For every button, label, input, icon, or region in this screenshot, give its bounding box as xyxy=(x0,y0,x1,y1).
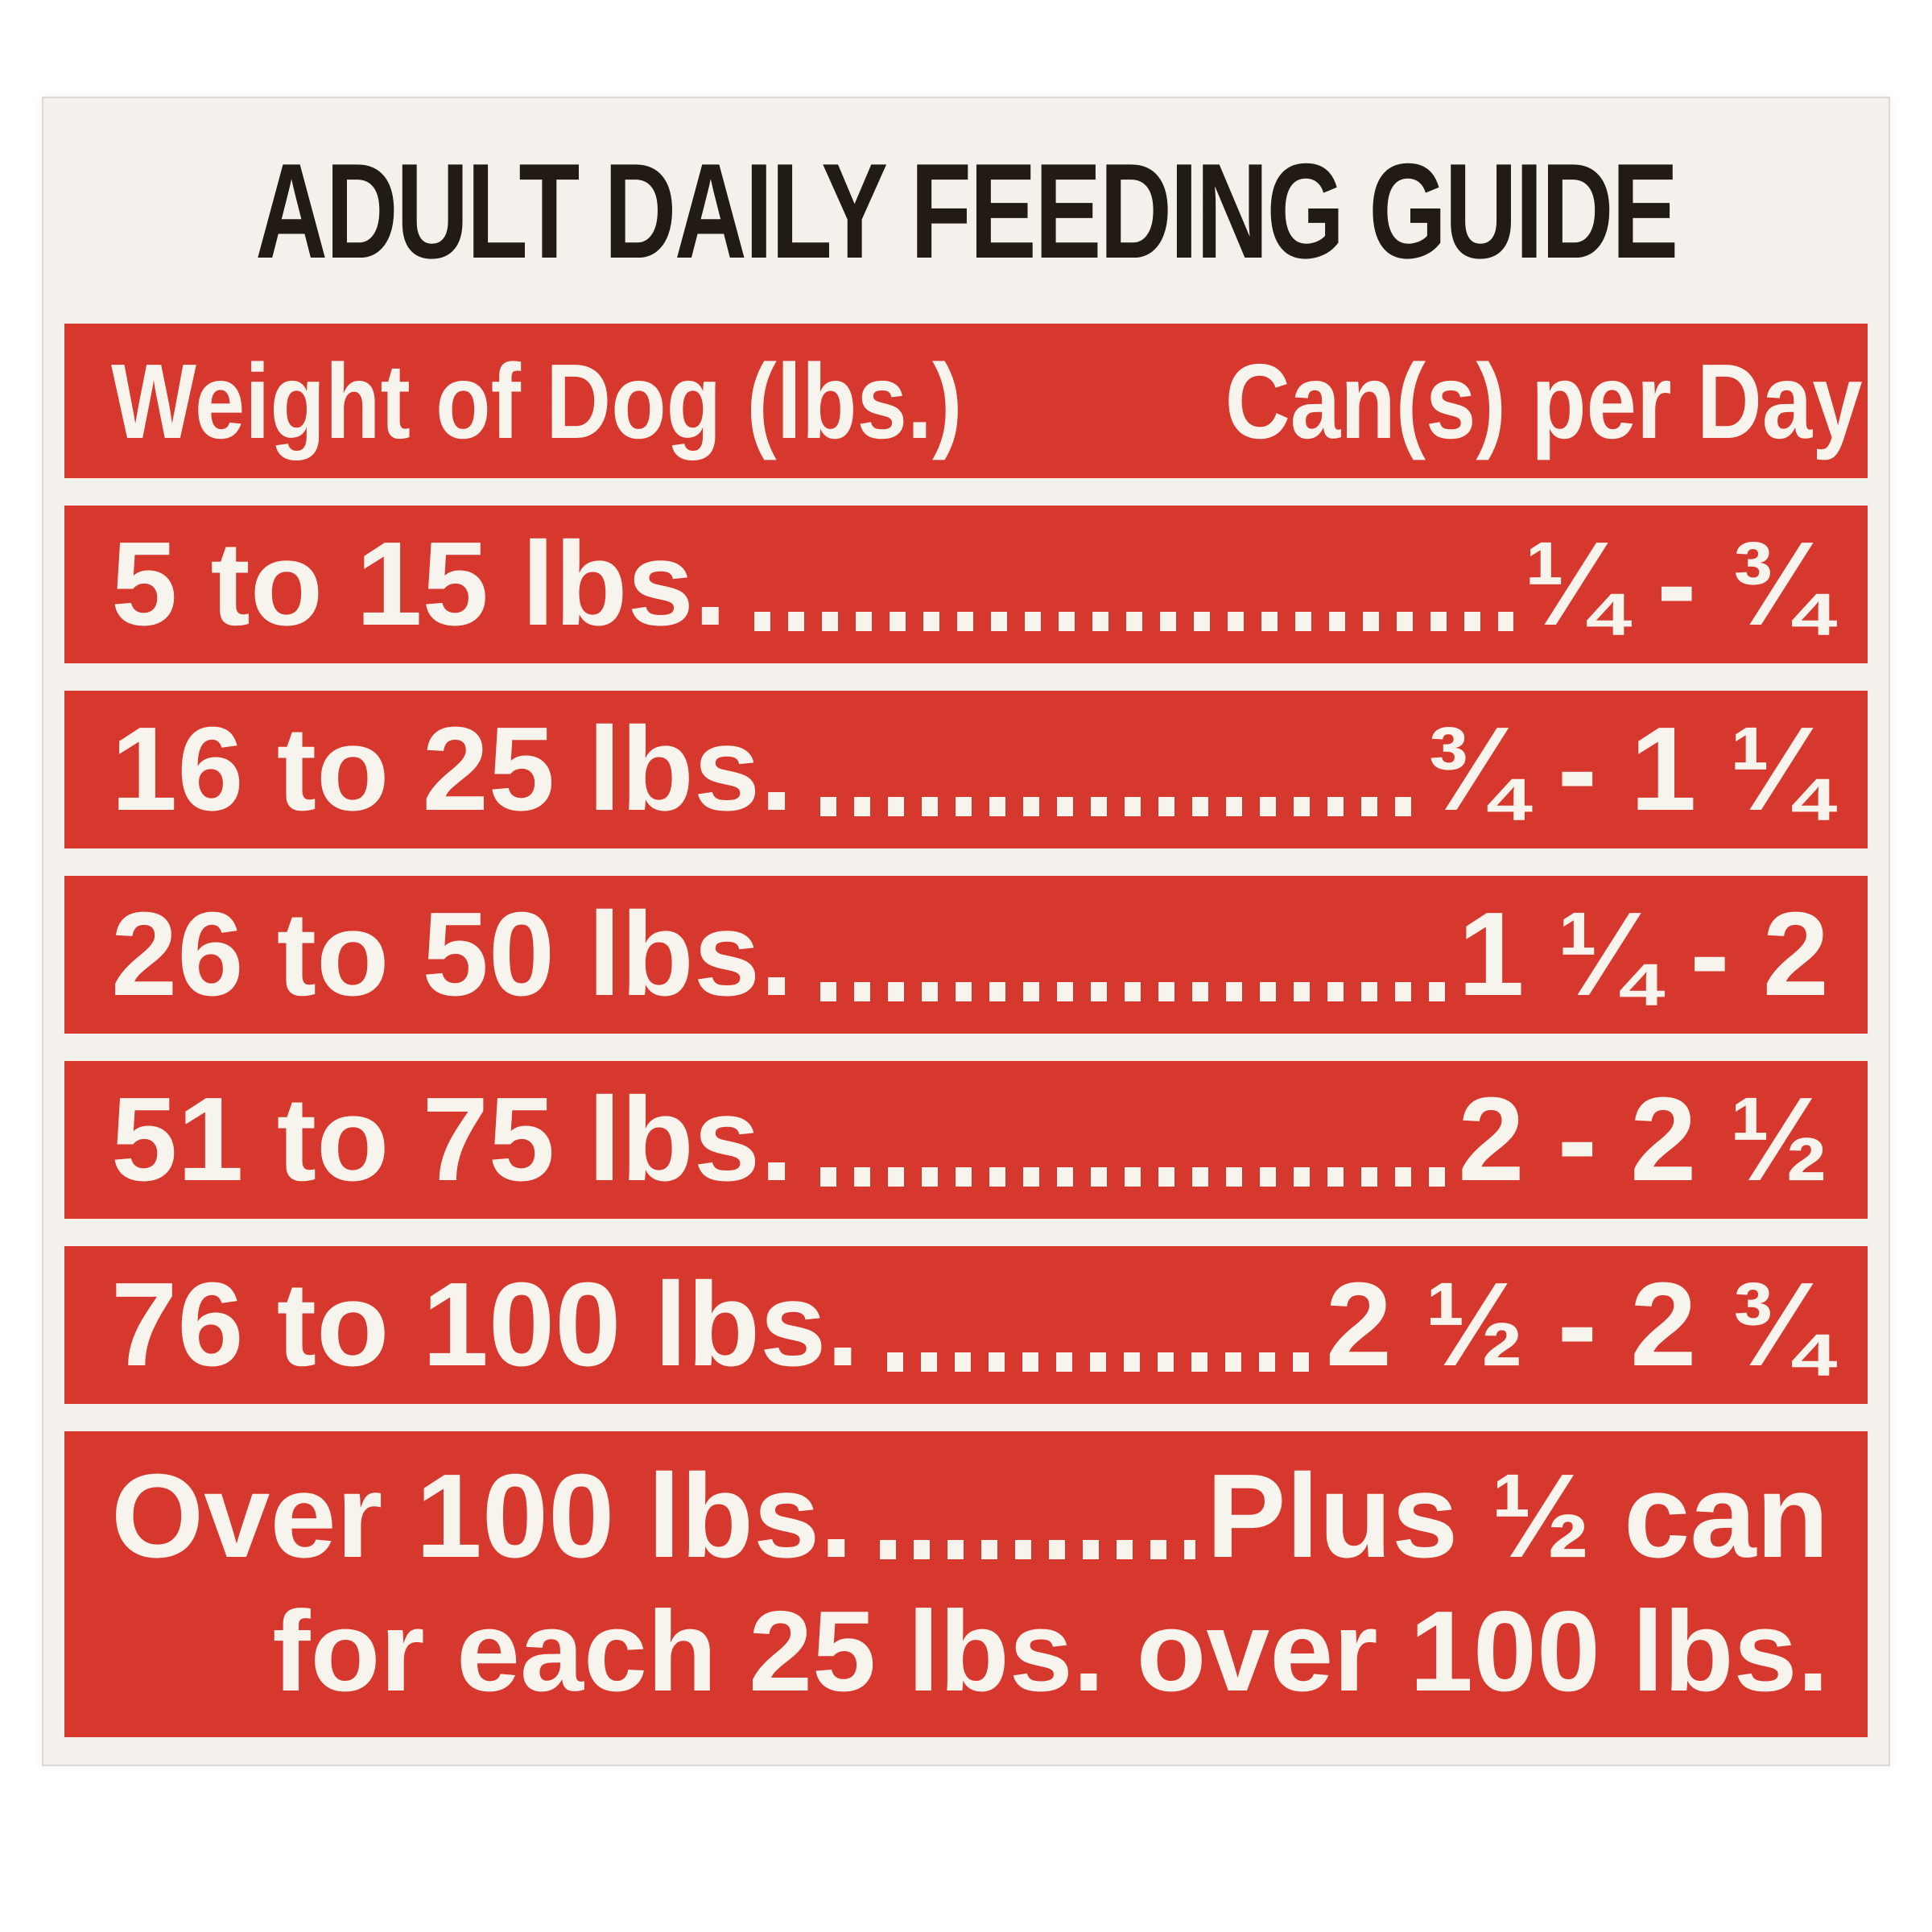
table-row-over-100: Over 100 lbs. Plus ½ can for each 25 lbs… xyxy=(64,1431,1868,1737)
column-header-cans: Can(s) per Day xyxy=(1224,341,1863,460)
table-row: 76 to 100 lbs. 2 ½ - 2 ¾ xyxy=(64,1246,1868,1404)
table-row: 26 to 50 lbs. 1 ¼ - 2 xyxy=(64,876,1868,1034)
weight-range: 5 to 15 lbs. xyxy=(111,518,727,650)
table-row: 16 to 25 lbs. ¾ - 1 ¼ xyxy=(64,691,1868,848)
cans-per-day: ¼ - ¾ xyxy=(1524,518,1829,650)
over-100-note: for each 25 lbs. over 100 lbs. xyxy=(272,1587,1829,1715)
feeding-table: Weight of Dog (lbs.) Can(s) per Day 5 to… xyxy=(64,324,1868,1737)
weight-range: Over 100 lbs. xyxy=(111,1450,853,1583)
dotted-leader xyxy=(880,1540,1195,1559)
weight-range: 76 to 100 lbs. xyxy=(111,1258,860,1391)
weight-range: 26 to 50 lbs. xyxy=(111,888,794,1021)
dotted-leader xyxy=(820,982,1447,1001)
title-wrap: ADULT DAILY FEEDING GUIDE xyxy=(43,98,1889,324)
table-row: 51 to 75 lbs. 2 - 2 ½ xyxy=(64,1061,1868,1219)
feeding-guide-title: ADULT DAILY FEEDING GUIDE xyxy=(255,134,1678,287)
cans-per-day: 2 - 2 ½ xyxy=(1458,1073,1829,1206)
feeding-guide-label: ADULT DAILY FEEDING GUIDE Weight of Dog … xyxy=(42,97,1890,1766)
dotted-leader xyxy=(753,612,1513,631)
over-100-line: Over 100 lbs. Plus ½ can xyxy=(64,1442,1868,1591)
weight-range: 51 to 75 lbs. xyxy=(111,1073,794,1206)
column-header-weight: Weight of Dog (lbs.) xyxy=(111,341,963,460)
table-header-row: Weight of Dog (lbs.) Can(s) per Day xyxy=(64,324,1868,478)
cans-per-day: ¾ - 1 ¼ xyxy=(1425,703,1829,836)
cans-per-day: Plus ½ can xyxy=(1206,1450,1829,1583)
dotted-leader xyxy=(820,797,1414,816)
weight-range: 16 to 25 lbs. xyxy=(111,703,794,836)
dotted-leader xyxy=(820,1167,1447,1187)
table-row: 5 to 15 lbs. ¼ - ¾ xyxy=(64,506,1868,663)
cans-per-day: 1 ¼ - 2 xyxy=(1458,888,1829,1021)
dotted-leader xyxy=(886,1352,1315,1372)
cans-per-day: 2 ½ - 2 ¾ xyxy=(1325,1258,1829,1391)
